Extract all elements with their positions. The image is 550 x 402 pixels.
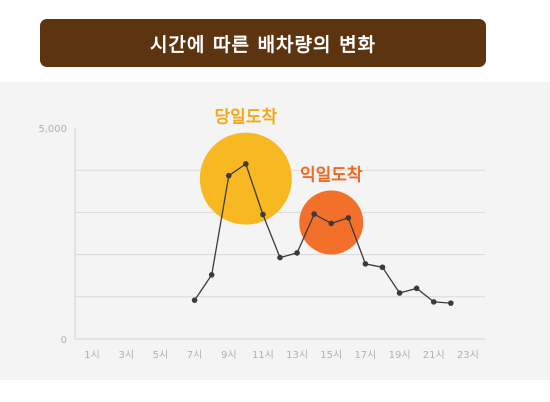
x-tick-label: 21시	[423, 349, 445, 361]
chart-title: 시간에 따른 배차량의 변화	[149, 33, 377, 56]
data-point	[328, 220, 335, 227]
chart-title-banner: 시간에 따른 배차량의 변화	[40, 19, 486, 67]
x-tick-label: 7시	[187, 349, 203, 361]
data-point	[191, 297, 198, 303]
x-tick-label: 3시	[118, 349, 134, 361]
x-tick-label: 11시	[252, 349, 274, 361]
x-tick-label: 9시	[221, 349, 237, 361]
data-point	[430, 299, 437, 305]
x-tick-label: 15시	[320, 349, 342, 361]
x-tick-label: 19시	[389, 349, 411, 361]
data-point	[413, 285, 420, 292]
annotation-label-2: 익일도착	[300, 166, 363, 186]
x-tick-label: 17시	[354, 349, 376, 361]
data-point	[225, 172, 232, 179]
data-point	[379, 264, 386, 271]
data-point	[362, 261, 369, 267]
annotation-bubble-1	[199, 132, 292, 225]
data-point	[311, 211, 317, 217]
data-point	[294, 250, 300, 256]
data-point	[260, 211, 266, 218]
data-point	[396, 290, 403, 296]
y-tick-label: 5,000	[38, 124, 67, 135]
data-point	[448, 300, 454, 306]
x-tick-label: 5시	[153, 349, 169, 361]
series-line-1	[194, 162, 451, 304]
data-point	[345, 215, 352, 221]
data-point	[208, 272, 215, 278]
chart-panel	[0, 82, 550, 380]
data-point	[277, 254, 283, 261]
x-tick-label: 1시	[84, 349, 100, 361]
x-tick-label: 23시	[457, 349, 479, 361]
y-tick-label: 0	[61, 335, 67, 346]
annotation-label-1: 당일도착	[215, 108, 278, 128]
data-point	[243, 161, 249, 167]
x-tick-label: 13시	[286, 349, 308, 361]
